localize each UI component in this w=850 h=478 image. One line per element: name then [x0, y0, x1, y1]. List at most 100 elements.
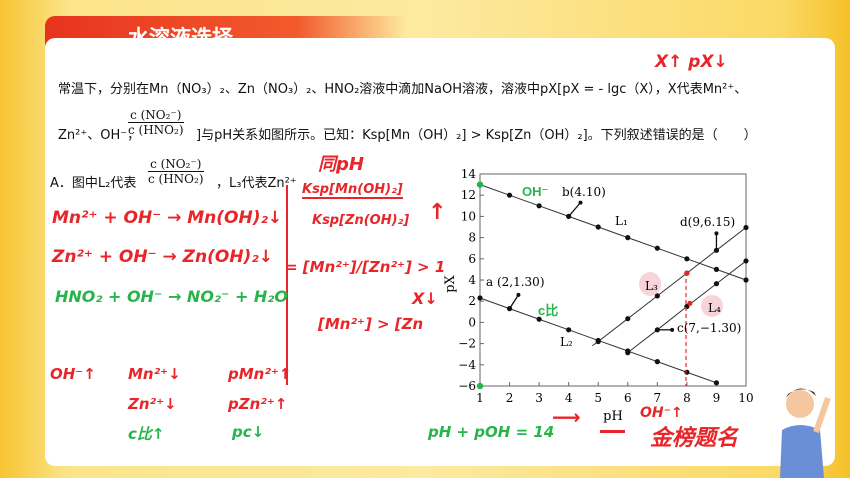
series-label-l2: L₂ [560, 335, 573, 349]
label-a: a (2,1.30) [486, 275, 545, 289]
note-pmn-up: pMn²⁺↑ [228, 365, 292, 383]
arrow-head [714, 231, 719, 236]
y-tick-label: −4 [458, 358, 476, 372]
underline-mark [600, 430, 625, 433]
y-tick-label: 12 [461, 188, 476, 202]
data-point [536, 316, 542, 322]
fraction-numerator: c (NO₂⁻) [128, 108, 184, 123]
y-axis-label: pX [443, 274, 458, 292]
data-point [625, 316, 631, 322]
fraction-denominator: c (HNO₂) [128, 123, 184, 137]
data-point [536, 203, 542, 209]
data-point [684, 369, 690, 375]
arrow-head [516, 292, 521, 297]
series-label-l3: L₃ [645, 279, 658, 293]
question-line-1: 常温下，分别在Mn（NO₃）₂、Zn（NO₃）₂、HNO₂溶液中滴加NaOH溶液… [58, 82, 748, 97]
label-b: b(4.10) [562, 185, 606, 199]
data-point [654, 245, 660, 251]
data-point [743, 224, 749, 231]
series-label-l1: L₁ [615, 214, 628, 228]
series-line-1 [479, 184, 747, 281]
note-x-down: X↓ [412, 289, 438, 308]
arrow-right-note: ⟶ [552, 405, 581, 429]
data-point [713, 266, 720, 272]
y-tick-label: 6 [468, 252, 476, 266]
option-a-text-2: ，L₃代表Zn²⁺ [216, 176, 297, 191]
data-point [477, 295, 483, 301]
data-point [654, 293, 660, 299]
note-ratio-up: c比↑ [128, 425, 165, 443]
y-tick-label: −6 [458, 379, 476, 393]
note-ksp-den: Ksp[Zn(OH)₂] [312, 213, 410, 228]
equation-zn: Zn²⁺ + OH⁻ → Zn(OH)₂↓ [52, 247, 273, 267]
cartoon-teacher-image [780, 388, 831, 478]
x-tick-label: 8 [683, 391, 691, 405]
y-tick-label: 4 [468, 273, 476, 287]
highlight-point [476, 382, 484, 390]
data-point [713, 281, 720, 287]
divider-line [286, 185, 288, 385]
fraction-numerator: c (NO₂⁻) [148, 157, 204, 172]
x-tick-label: 6 [624, 391, 632, 405]
x-tick-label: 10 [738, 391, 753, 405]
slide-card [45, 38, 835, 466]
data-point [566, 327, 572, 333]
fraction-no2-hno2: c (NO₂⁻) c (HNO₂) [128, 108, 184, 137]
data-point [625, 235, 631, 241]
y-tick-label: 10 [461, 209, 476, 223]
x-tick-label: 9 [713, 391, 721, 405]
x-tick-label: 5 [594, 391, 602, 405]
note-oh-up: OH⁻↑ [50, 365, 96, 383]
note-ksp-num: Ksp[Mn(OH)₂] [302, 182, 403, 199]
highlight-point [687, 300, 693, 306]
series-label-l4: L₄ [708, 301, 721, 315]
note-same-ph: 同pH [318, 154, 364, 175]
data-point [713, 247, 720, 253]
x-tick-label: 1 [476, 391, 484, 405]
note-compare: [Mn²⁺] > [Zn [318, 315, 424, 333]
y-tick-label: −2 [458, 337, 476, 351]
annotation-arrow [568, 202, 581, 217]
page-title: 水溶液选择 [128, 26, 233, 50]
highlight-l4 [701, 295, 723, 317]
data-point [595, 338, 601, 345]
data-point [595, 224, 601, 230]
arrow-head [670, 327, 675, 332]
x-tick-label: 3 [535, 391, 543, 405]
arrow-head [578, 200, 583, 205]
question-line-2b: ]与pH关系如图所示。已知：Ksp[Mn（OH）₂] > Ksp[Zn（OH）₂… [196, 128, 757, 143]
option-a-text: A．图中L₂代表 [50, 176, 137, 191]
x-axis-label: pH [603, 409, 623, 424]
data-point [743, 258, 749, 264]
note-ratio: = [Mn²⁺]/[Zn²⁺] > 1 [285, 258, 446, 276]
chart-note-oh: OH⁻ [522, 184, 548, 199]
note-zn-down: Zn²⁺↓ [128, 395, 177, 413]
data-point [506, 192, 513, 198]
arrow-up-note: ↑ [428, 200, 447, 225]
highlight-point [476, 181, 484, 188]
logo-jinbangtiming: 金榜题名 [650, 425, 739, 451]
note-mn-down: Mn²⁺↓ [128, 365, 181, 383]
chart-note-ratio: c比 [538, 303, 558, 318]
data-point [713, 380, 720, 386]
note-pc-down: pc↓ [232, 423, 265, 441]
data-point [654, 359, 660, 365]
data-point [743, 277, 749, 283]
highlight-l3 [639, 272, 661, 296]
note-pzn-up: pZn²⁺↑ [228, 395, 288, 413]
note-ph-sum: pH + pOH = 14 [428, 423, 555, 441]
data-point [625, 350, 631, 356]
y-tick-label: 2 [468, 294, 476, 308]
equation-hno2: HNO₂ + OH⁻ → NO₂⁻ + H₂O [55, 287, 288, 306]
label-d: d(9,6.15) [680, 215, 735, 229]
note-oh-up-2: OH⁻↑ [640, 405, 683, 421]
note-x-up: X↑ pX↓ [655, 52, 728, 72]
y-tick-label: 14 [461, 167, 477, 181]
data-point [684, 256, 690, 262]
option-a-fraction: c (NO₂⁻) c (HNO₂) [148, 157, 204, 186]
equation-mn: Mn²⁺ + OH⁻ → Mn(OH)₂↓ [52, 208, 283, 228]
y-tick-label: 0 [468, 315, 476, 329]
x-tick-label: 2 [506, 391, 514, 405]
fraction-denominator: c (HNO₂) [148, 172, 204, 186]
